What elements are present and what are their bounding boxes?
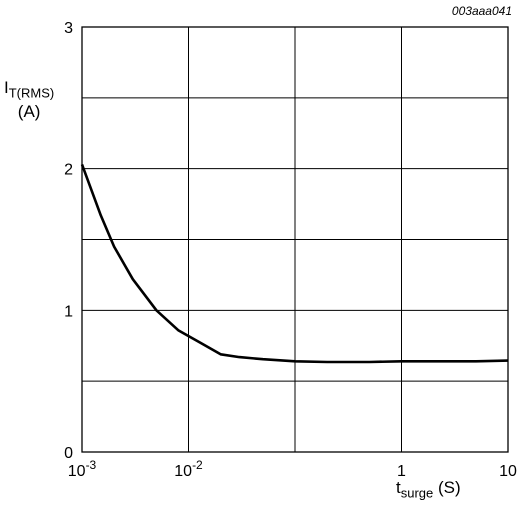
y-tick-label: 3 (64, 20, 73, 37)
x-axis-unit: (S) (438, 478, 461, 497)
y-tick-label: 2 (64, 162, 73, 179)
y-axis-label: IT(RMS) (A) (4, 78, 54, 121)
x-tick-label: 1 (397, 463, 406, 480)
x-tick-label: 10 (499, 463, 517, 480)
y-axis-unit: (A) (17, 102, 41, 122)
figure-reference-id: 003aaa041 (451, 4, 512, 18)
x-tick-label: 10-2 (174, 458, 203, 480)
plot-frame (81, 26, 509, 453)
x-tick-label: 10-3 (68, 458, 97, 480)
series-line (80, 163, 509, 364)
x-axis-subscript: surge (400, 485, 434, 501)
y-axis-subscript: T(RMS) (8, 85, 55, 101)
y-tick-label: 0 (64, 445, 73, 462)
y-tick-label: 1 (64, 303, 73, 320)
x-axis-symbol: t (396, 478, 401, 497)
x-axis-label: tsurge (S) (396, 478, 461, 500)
y-axis-symbol: I (4, 78, 9, 97)
